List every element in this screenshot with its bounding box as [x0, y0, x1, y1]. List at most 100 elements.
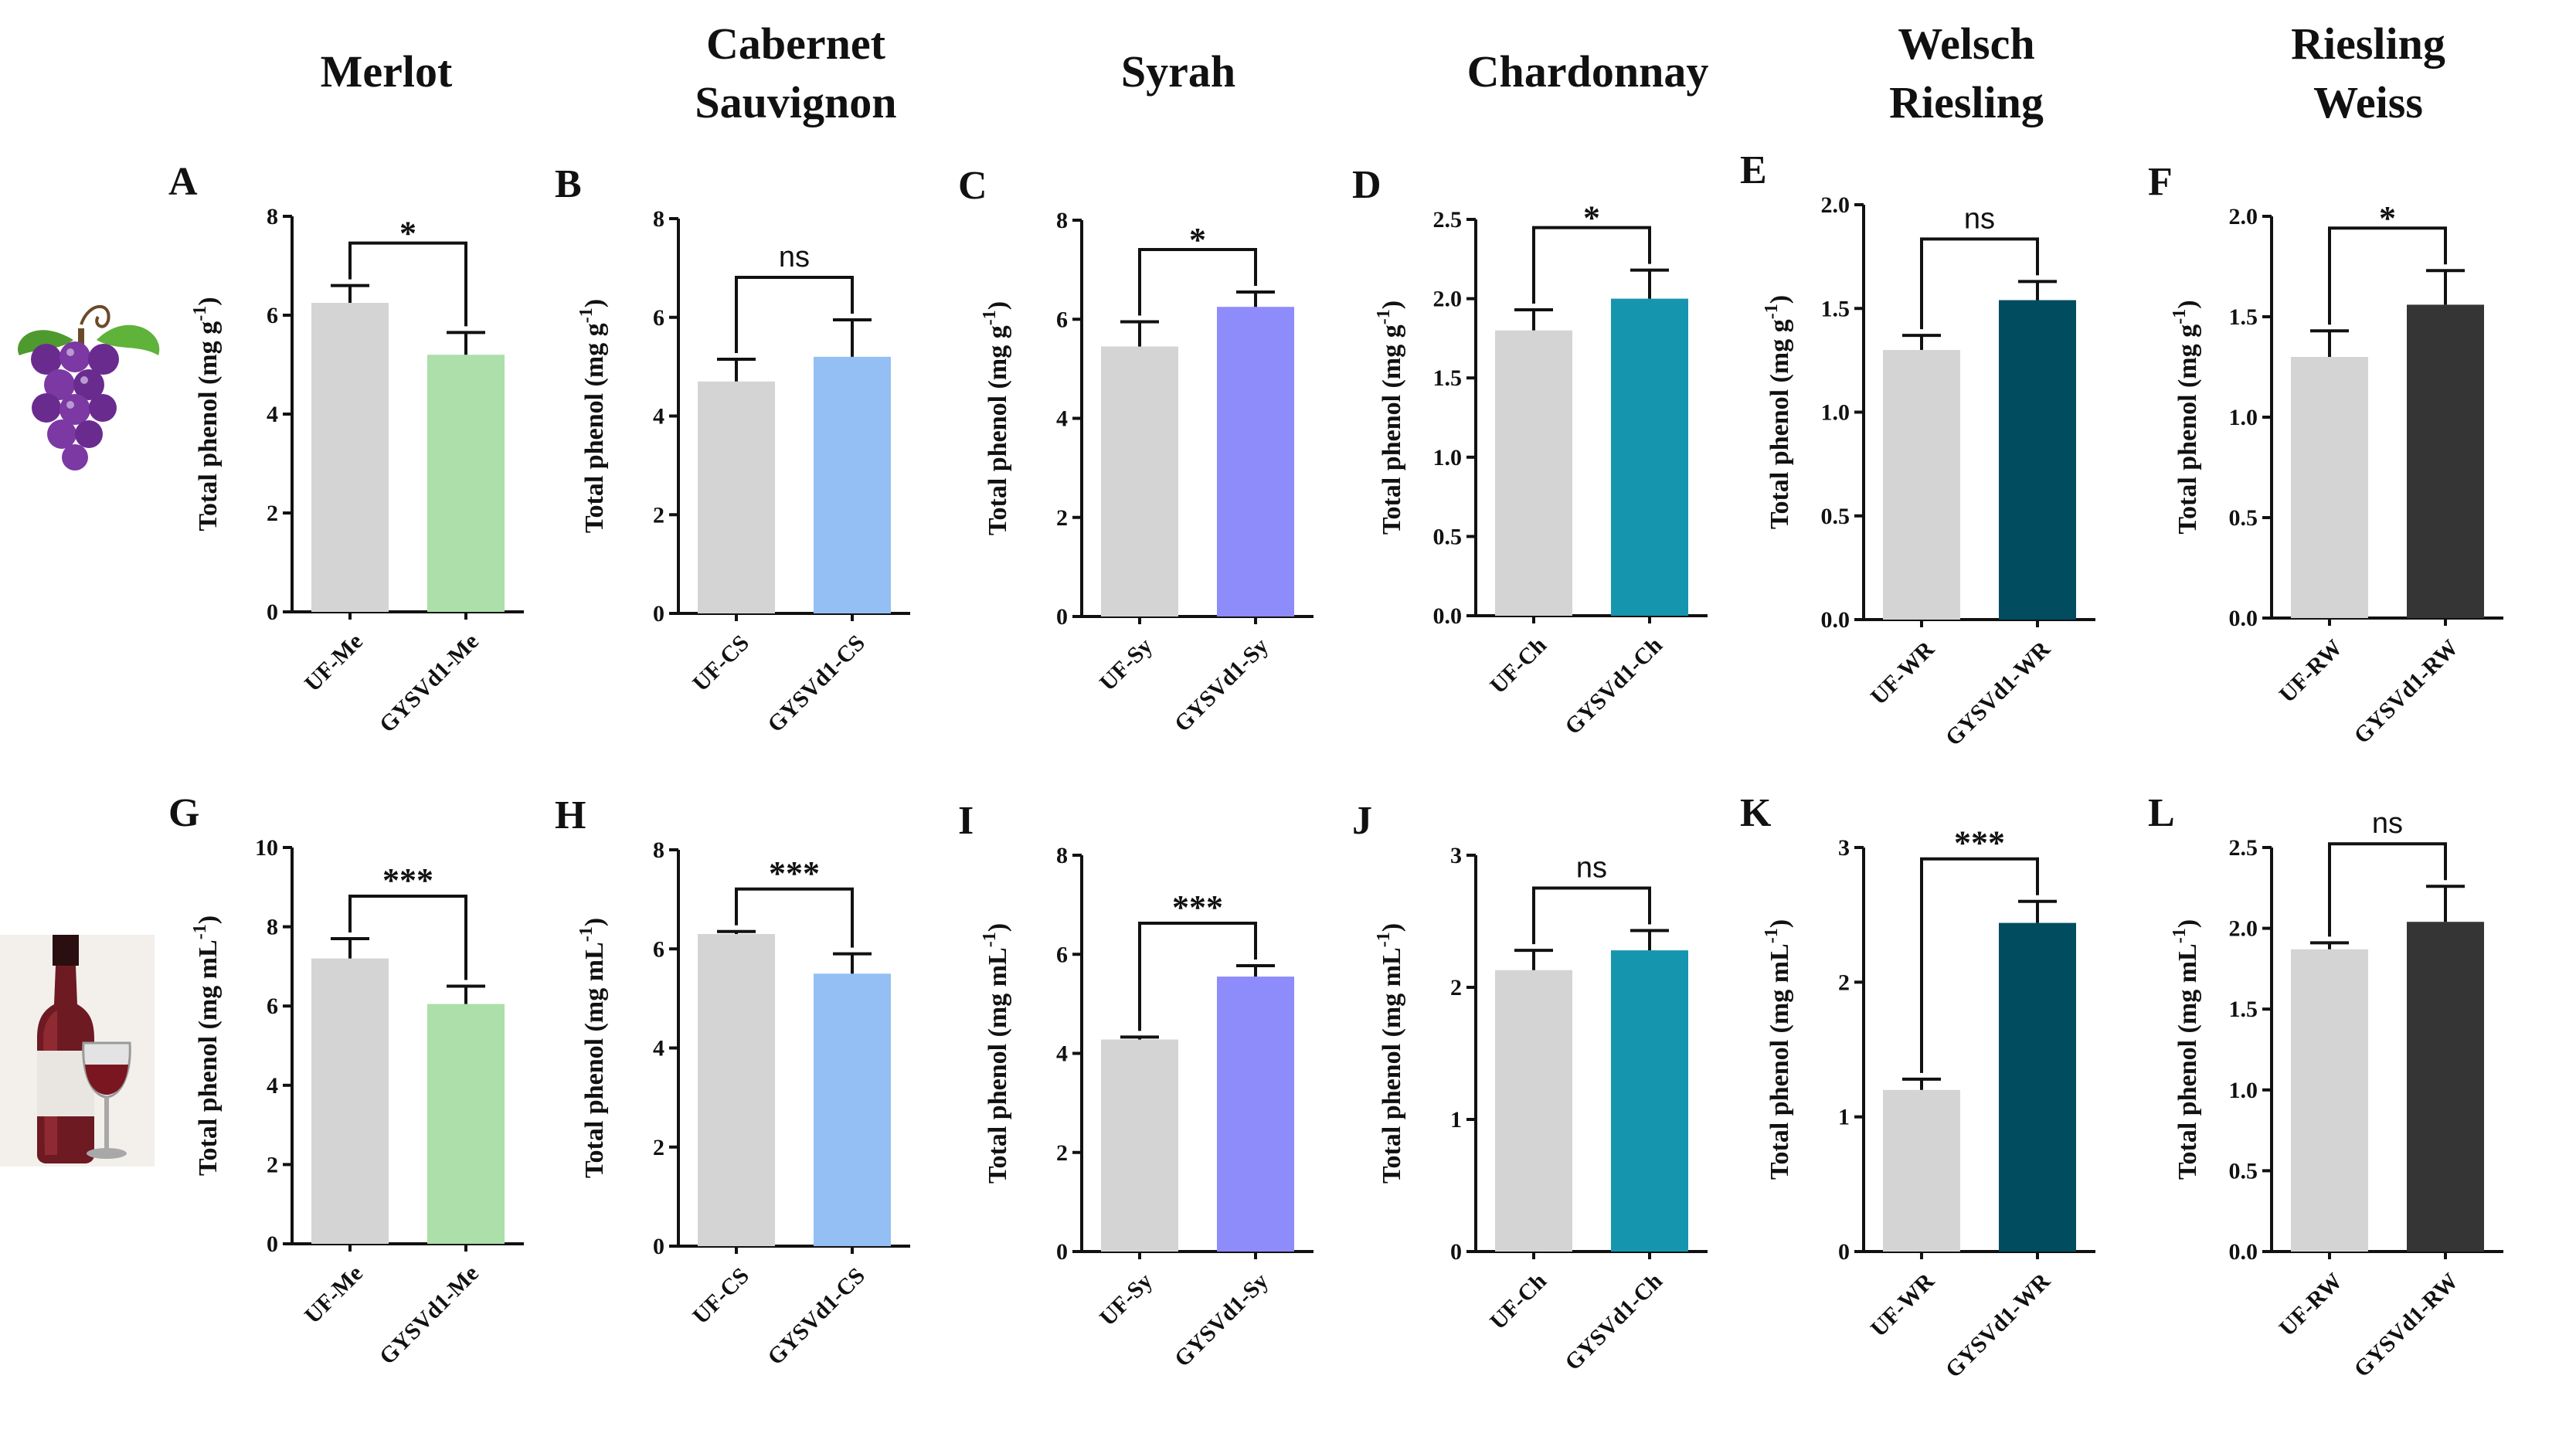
x-category-label: GYSVd1-Me [375, 629, 484, 738]
column-title: Cabernet [706, 19, 886, 69]
x-category-label: UF-Ch [1485, 632, 1551, 698]
y-tick-label: 2 [1450, 975, 1462, 1000]
x-category-label: UF-Sy [1095, 1269, 1157, 1331]
panel-letter: E [1740, 148, 1767, 192]
y-tick-label: 1.5 [1433, 365, 1463, 391]
y-tick-label: 1.5 [1821, 296, 1850, 321]
y-tick-label: 6 [267, 994, 278, 1019]
panel-H: H Total phenol (mg mL-1) 0 2 4 6 8 UF-CS GYSVd1-… [555, 793, 910, 1370]
bar-GYSVd1-WR [1999, 922, 2076, 1252]
column-title: Riesling [2291, 19, 2445, 69]
y-tick-label: 3 [1450, 843, 1462, 868]
y-tick-label: 1.0 [2229, 405, 2258, 430]
y-tick-label: 4 [653, 404, 664, 430]
significance-label: *** [1954, 824, 2005, 862]
panel-D: D Total phenol (mg g-1) 0.0 0.5 1.0 1.5 2.0 2.5… [1352, 163, 1708, 739]
bar-GYSVd1-Me [427, 1004, 505, 1244]
y-tick-label: 0 [653, 1234, 664, 1259]
x-category-label: UF-RW [2274, 1269, 2347, 1341]
significance-bracket [735, 275, 854, 354]
panel-letter: K [1740, 791, 1772, 835]
bar-UF-RW [2291, 949, 2368, 1252]
panel-A: A Total phenol (mg g-1) 0 2 4 6 8 UF-Me GYSVd1-M… [168, 160, 524, 738]
bar-GYSVd1-Ch [1611, 298, 1688, 616]
y-tick-label: 2.0 [1433, 287, 1463, 312]
significance-label: * [2379, 199, 2396, 237]
y-tick-label: 2 [653, 1135, 664, 1160]
bar-UF-RW [2291, 357, 2368, 618]
panel-J: J Total phenol (mg mL-1) 0 1 2 3 UF-Ch GYSVd1-C… [1352, 799, 1708, 1375]
significance-bracket [1920, 857, 2039, 1073]
significance-bracket [348, 241, 467, 327]
panel-I: I Total phenol (mg mL-1) 0 2 4 6 8 UF-Sy GYSVd1-… [958, 799, 1313, 1372]
significance-bracket [2328, 226, 2447, 325]
y-tick-label: 1.0 [2229, 1078, 2258, 1103]
bar-GYSVd1-Me [427, 355, 505, 612]
bar-UF-Ch [1495, 330, 1572, 616]
y-tick-label: 0 [1450, 1239, 1462, 1265]
x-category-label: GYSVd1-WR [1941, 636, 2056, 751]
y-tick-label: 6 [1056, 942, 1068, 967]
panel-B: B Total phenol (mg g-1) 0 2 4 6 8 UF-CS GYSVd1-C… [555, 162, 910, 737]
panel-K: K Total phenol (mg mL-1) 0 1 2 3 UF-WR GYSVd1-W… [1740, 791, 2095, 1383]
bar-GYSVd1-CS [814, 973, 891, 1246]
y-tick-label: 0.5 [1433, 524, 1463, 549]
significance-bracket [1138, 247, 1257, 316]
bar-GYSVd1-WR [1999, 300, 2076, 620]
y-tick-label: 4 [653, 1036, 664, 1061]
column-title: Syrah [1121, 46, 1235, 97]
bar-UF-CS [698, 934, 775, 1246]
y-tick-label: 4 [1056, 1041, 1068, 1067]
column-titles: Merlot Cabernet Sauvignon Syrah Chardonnay We… [321, 19, 2445, 127]
y-axis-label: Total phenol (mg mL-1) [980, 923, 1012, 1184]
y-tick-label: 0.5 [2229, 505, 2258, 531]
significance-bracket [1138, 922, 1257, 1031]
y-tick-label: 1.5 [2229, 997, 2258, 1022]
panel-letter: D [1352, 163, 1381, 207]
y-tick-label: 2.5 [1433, 207, 1463, 233]
column-title: Riesling [1889, 77, 2044, 127]
y-axis-label: Total phenol (mg g-1) [190, 297, 223, 531]
x-category-label: GYSVd1-Sy [1170, 633, 1273, 737]
y-tick-label: 8 [653, 837, 664, 863]
y-tick-label: 4 [267, 402, 278, 427]
y-tick-label: 1.0 [1821, 400, 1850, 426]
y-tick-label: 0.0 [1433, 603, 1463, 629]
y-axis-label: Total phenol (mg mL-1) [1762, 919, 1794, 1180]
y-tick-label: 8 [1056, 843, 1068, 868]
bar-UF-Sy [1101, 1039, 1178, 1252]
significance-label: ns [1576, 851, 1607, 884]
y-axis-label: Total phenol (mg g-1) [2170, 300, 2202, 534]
y-tick-label: 8 [267, 204, 278, 229]
x-category-label: GYSVd1-CS [763, 630, 870, 738]
x-category-label: UF-Sy [1095, 633, 1157, 696]
panel-letter: I [958, 799, 974, 843]
x-category-label: UF-Ch [1485, 1268, 1551, 1334]
bar-GYSVd1-RW [2407, 304, 2484, 618]
significance-label: *** [769, 854, 820, 892]
y-tick-label: 0 [267, 1231, 278, 1257]
significance-label: * [1583, 199, 1600, 237]
panel-letter: C [958, 164, 987, 208]
y-tick-label: 6 [267, 303, 278, 328]
panel-C: C Total phenol (mg g-1) 0 2 4 6 8 UF-Sy GYSVd1-S… [958, 164, 1313, 737]
significance-label: ns [2372, 807, 2403, 840]
y-tick-label: 3 [1838, 835, 1850, 861]
y-tick-label: 2 [653, 502, 664, 528]
y-tick-label: 2 [1838, 970, 1850, 995]
panel-L: L Total phenol (mg mL-1) 0.0 0.5 1.0 1.5 2.0 2.… [2148, 791, 2503, 1382]
x-category-label: GYSVd1-Sy [1170, 1269, 1273, 1372]
column-title: Sauvignon [695, 77, 896, 127]
panel-letter: J [1352, 799, 1372, 843]
significance-bracket [735, 887, 854, 948]
y-tick-label: 8 [653, 206, 664, 232]
significance-label: *** [1172, 888, 1223, 926]
x-category-label: GYSVd1-Ch [1560, 1268, 1667, 1375]
bar-GYSVd1-Sy [1217, 977, 1294, 1252]
x-category-label: GYSVd1-RW [2349, 635, 2463, 749]
panel-letter: F [2148, 160, 2173, 204]
y-tick-label: 0 [653, 601, 664, 627]
column-title: Chardonnay [1467, 46, 1709, 97]
